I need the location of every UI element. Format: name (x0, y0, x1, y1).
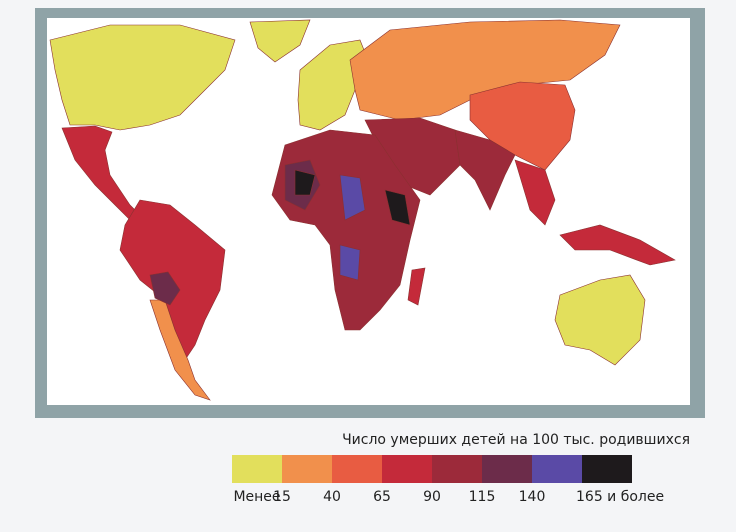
region (149, 271, 181, 306)
legend-label: 115 (469, 489, 496, 505)
legend-label: 140 (519, 489, 546, 505)
legend-label: 90 (423, 489, 441, 505)
region (339, 244, 361, 281)
legend-swatch (232, 455, 282, 483)
legend-swatch (482, 455, 532, 483)
legend-swatch (332, 455, 382, 483)
region (554, 274, 646, 366)
legend-label: Менее (233, 489, 280, 505)
region (469, 81, 576, 171)
region (249, 19, 311, 63)
legend-swatch (382, 455, 432, 483)
region (49, 24, 236, 131)
region (454, 129, 516, 211)
legend-label: 40 (323, 489, 341, 505)
region (349, 19, 621, 121)
legend-title: Число умерших детей на 100 тыс. родивших… (342, 432, 690, 448)
legend-label: 15 (273, 489, 291, 505)
region (149, 299, 211, 401)
region (294, 169, 316, 196)
legend-swatch (582, 455, 632, 483)
region (384, 189, 411, 226)
region (514, 159, 556, 226)
legend-label: 65 (373, 489, 391, 505)
region (407, 267, 426, 306)
legend-swatch (432, 455, 482, 483)
legend-swatch (532, 455, 582, 483)
legend-label: 165 и более (576, 489, 664, 505)
world-map (49, 19, 676, 401)
region (559, 224, 676, 266)
region (339, 174, 366, 221)
legend-swatch (282, 455, 332, 483)
